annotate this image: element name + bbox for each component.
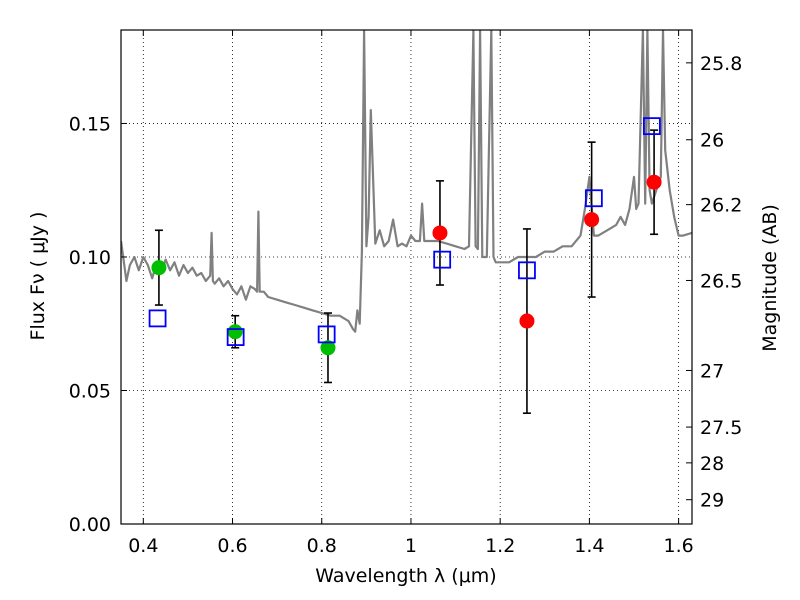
- data-point-circle: [151, 260, 166, 275]
- data-point-square: [319, 326, 335, 342]
- data-point-circle: [432, 225, 447, 240]
- y2-tick-label: 25.8: [700, 53, 742, 75]
- y-axis-title: Flux Fν ( μJy ): [27, 212, 49, 341]
- x-tick-label: 1.2: [485, 535, 515, 557]
- data-point-circle: [584, 212, 599, 227]
- y2-tick-label: 26: [700, 130, 724, 152]
- y2-tick-label: 26.2: [700, 195, 742, 217]
- y2-tick-label: 26.5: [700, 270, 742, 292]
- x-tick-label: 1.6: [664, 535, 694, 557]
- y2-tick-label: 27.5: [700, 417, 742, 439]
- x-tick-label: 1.4: [574, 535, 604, 557]
- chart: 0.4 0.6 0.8 1 1.2 1.4 1.6 0.00 0.05 0.10 0.15 25.…: [0, 0, 800, 600]
- x-tick-label: 0.8: [307, 535, 337, 557]
- data-point-square: [434, 252, 450, 268]
- y2-axis-title: Magnitude (AB): [759, 204, 781, 352]
- y-tick-label: 0.05: [69, 380, 111, 402]
- spectrum-line: [121, 30, 692, 332]
- data-point-circle: [647, 175, 662, 190]
- y-tick-label: 0.15: [69, 113, 111, 135]
- y2-tick-label: 28: [700, 453, 724, 475]
- data-point-square: [150, 310, 166, 326]
- x-axis-title: Wavelength λ (μm): [315, 565, 496, 587]
- data-point-circle: [228, 324, 243, 339]
- x-axis-ticks: 0.4 0.6 0.8 1 1.2 1.4 1.6: [128, 30, 694, 557]
- grid-lines: [121, 30, 692, 524]
- y2-axis-ticks: 25.8 26 26.2 26.5 27 27.5 28 29: [686, 53, 742, 512]
- x-tick-label: 0.6: [217, 535, 247, 557]
- y2-tick-label: 29: [700, 490, 724, 512]
- data-point-circle: [519, 314, 534, 329]
- x-tick-label: 0.4: [128, 535, 158, 557]
- y-axis-ticks: 0.00 0.05 0.10 0.15: [69, 113, 127, 536]
- plot-area: [121, 30, 692, 413]
- y2-tick-label: 27: [700, 360, 724, 382]
- x-tick-label: 1: [405, 535, 417, 557]
- y-tick-label: 0.10: [69, 247, 111, 269]
- y-tick-label: 0.00: [69, 514, 111, 536]
- plot-frame: [121, 30, 692, 524]
